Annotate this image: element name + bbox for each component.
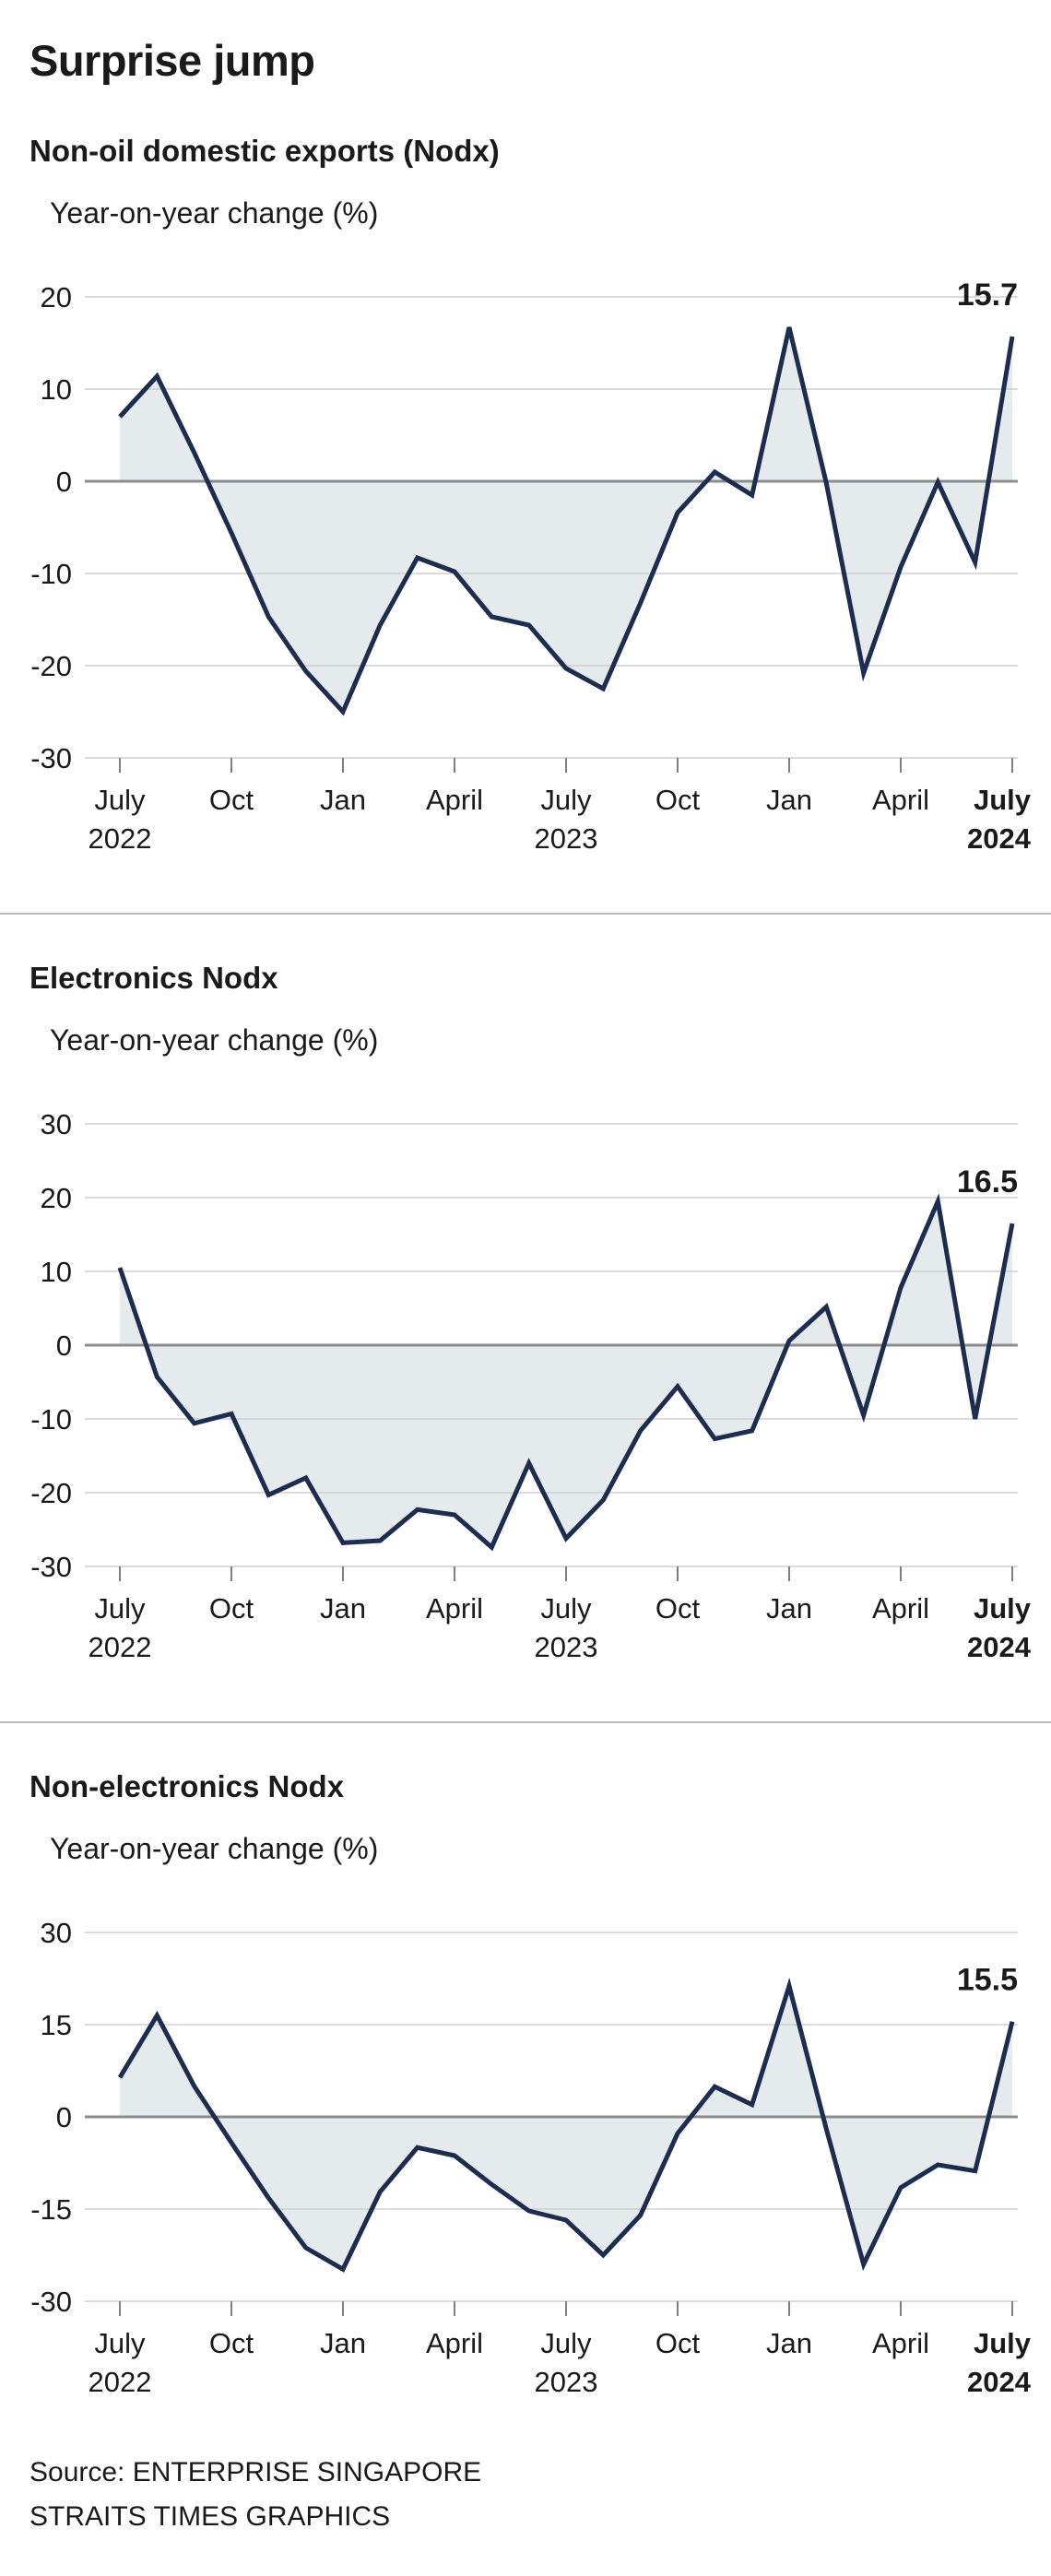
x-tick-label: Oct [209,784,254,816]
chart-title-electronics: Electronics Nodx [30,961,278,995]
x-tick-label: Jan [320,1592,366,1625]
y-tick-label: -20 [30,650,72,682]
x-year-label: 2024 [967,1631,1032,1663]
y-tick-label: 20 [41,281,72,313]
x-tick-label: July [540,2327,592,2359]
area-fill [120,1201,1012,1548]
x-tick-label: July [540,1592,592,1625]
y-tick-label: 10 [41,1256,72,1288]
chart-section-non-electronics: Non-electronics Nodx Year-on-year change… [30,1769,1032,2410]
section-divider [0,913,1051,915]
y-tick-label: -30 [30,742,72,774]
x-tick-label: April [426,2327,483,2359]
y-tick-label: -15 [30,2193,72,2226]
electronics-nodx-chart-svg: 30 20 10 0 -10 -20 -30 July 2022 Oct Jan April July 2… [30,1108,1032,1663]
non-electronics-nodx-chart-svg: 30 15 0 -15 -30 July 2022 Oct Jan April July 2023 Oc… [30,1917,1032,2398]
x-year-label: 2022 [89,1631,152,1663]
x-tick-label: Jan [320,2327,366,2359]
x-tick-label: July [540,784,592,816]
x-tick-label: Jan [766,784,812,816]
y-tick-label: 10 [41,373,72,406]
chart-title-nodx-total: Non-oil domestic exports (Nodx) [30,134,500,168]
chart-title-non-electronics: Non-electronics Nodx [30,1769,345,1803]
y-tick-label: 30 [41,1108,72,1140]
data-line [117,1977,1015,2273]
x-year-label: 2023 [535,1631,598,1663]
x-tick-label: Jan [766,2327,812,2359]
y-tick-label: -20 [30,1477,72,1509]
end-value-label: 15.7 [957,278,1018,313]
x-tick-label: Jan [320,784,366,816]
y-tick-label: 30 [41,1917,72,1949]
end-value-label: 15.5 [957,1963,1018,1998]
credit-text: STRAITS TIMES GRAPHICS [30,2501,391,2532]
section-divider [0,1721,1051,1723]
data-line [117,1193,1015,1552]
nodx-total-chart: 20 10 0 -10 -20 -30 July 2022 Oct Jan April July 202… [30,242,1032,867]
y-tick-label: -30 [30,2286,72,2318]
chart-section-nodx-total: Non-oil domestic exports (Nodx) Year-on-… [30,134,1032,867]
source-text: Source: ENTERPRISE SINGAPORE [30,2457,482,2487]
x-tick-label: April [426,1592,483,1625]
x-tick-label: April [872,2327,929,2359]
x-tick-label: April [426,784,483,816]
x-tick-label: July [974,1592,1032,1625]
x-tick-label: Oct [655,1592,701,1625]
x-tick-label: July [974,784,1032,816]
source-block: Source: ENTERPRISE SINGAPORE STRAITS TIM… [30,2451,1021,2539]
x-year-label: 2024 [967,822,1032,855]
electronics-nodx-chart: 30 20 10 0 -10 -20 -30 July 2022 Oct Jan April July 2… [30,1069,1032,1675]
y-axis-title-nodx-total: Year-on-year change (%) [50,196,379,230]
x-tick-label: Oct [655,784,701,816]
y-tick-label: -10 [30,1403,72,1436]
x-tick-label: July [974,2327,1032,2359]
y-tick-label: 0 [56,466,72,498]
nodx-total-chart-svg: 20 10 0 -10 -20 -30 July 2022 Oct Jan April July 202… [30,278,1032,855]
y-axis-title-electronics: Year-on-year change (%) [50,1023,379,1057]
y-tick-label: 15 [41,2009,72,2041]
x-tick-label: July [94,1592,146,1625]
x-year-label: 2023 [535,2366,598,2398]
x-year-label: 2023 [535,822,598,855]
area-fill [120,327,1012,712]
x-year-label: 2022 [89,2366,152,2398]
x-tick-label: Oct [209,2327,254,2359]
x-tick-label: Oct [209,1592,254,1625]
x-tick-label: Jan [766,1592,812,1625]
x-tick-label: Oct [655,2327,701,2359]
y-tick-label: 0 [56,2101,72,2133]
x-year-label: 2024 [967,2366,1032,2398]
y-axis-title-non-electronics: Year-on-year change (%) [50,1832,379,1865]
x-tick-label: July [94,2327,146,2359]
x-year-label: 2022 [89,822,152,855]
x-tick-label: April [872,784,929,816]
x-tick-label: July [94,784,146,816]
non-electronics-nodx-chart: 30 15 0 -15 -30 July 2022 Oct Jan April July 2023 Oc… [30,1877,1032,2410]
y-tick-label: -30 [30,1551,72,1583]
y-tick-label: 20 [41,1182,72,1214]
chart-section-electronics: Electronics Nodx Year-on-year change (%)… [30,961,1032,1675]
x-tick-label: April [872,1592,929,1625]
y-tick-label: -10 [30,558,72,590]
area-fill [120,1986,1012,2270]
data-line [118,326,1015,716]
page-title: Surprise jump [30,36,315,85]
y-tick-label: 0 [56,1329,72,1362]
end-value-label: 16.5 [957,1164,1018,1199]
